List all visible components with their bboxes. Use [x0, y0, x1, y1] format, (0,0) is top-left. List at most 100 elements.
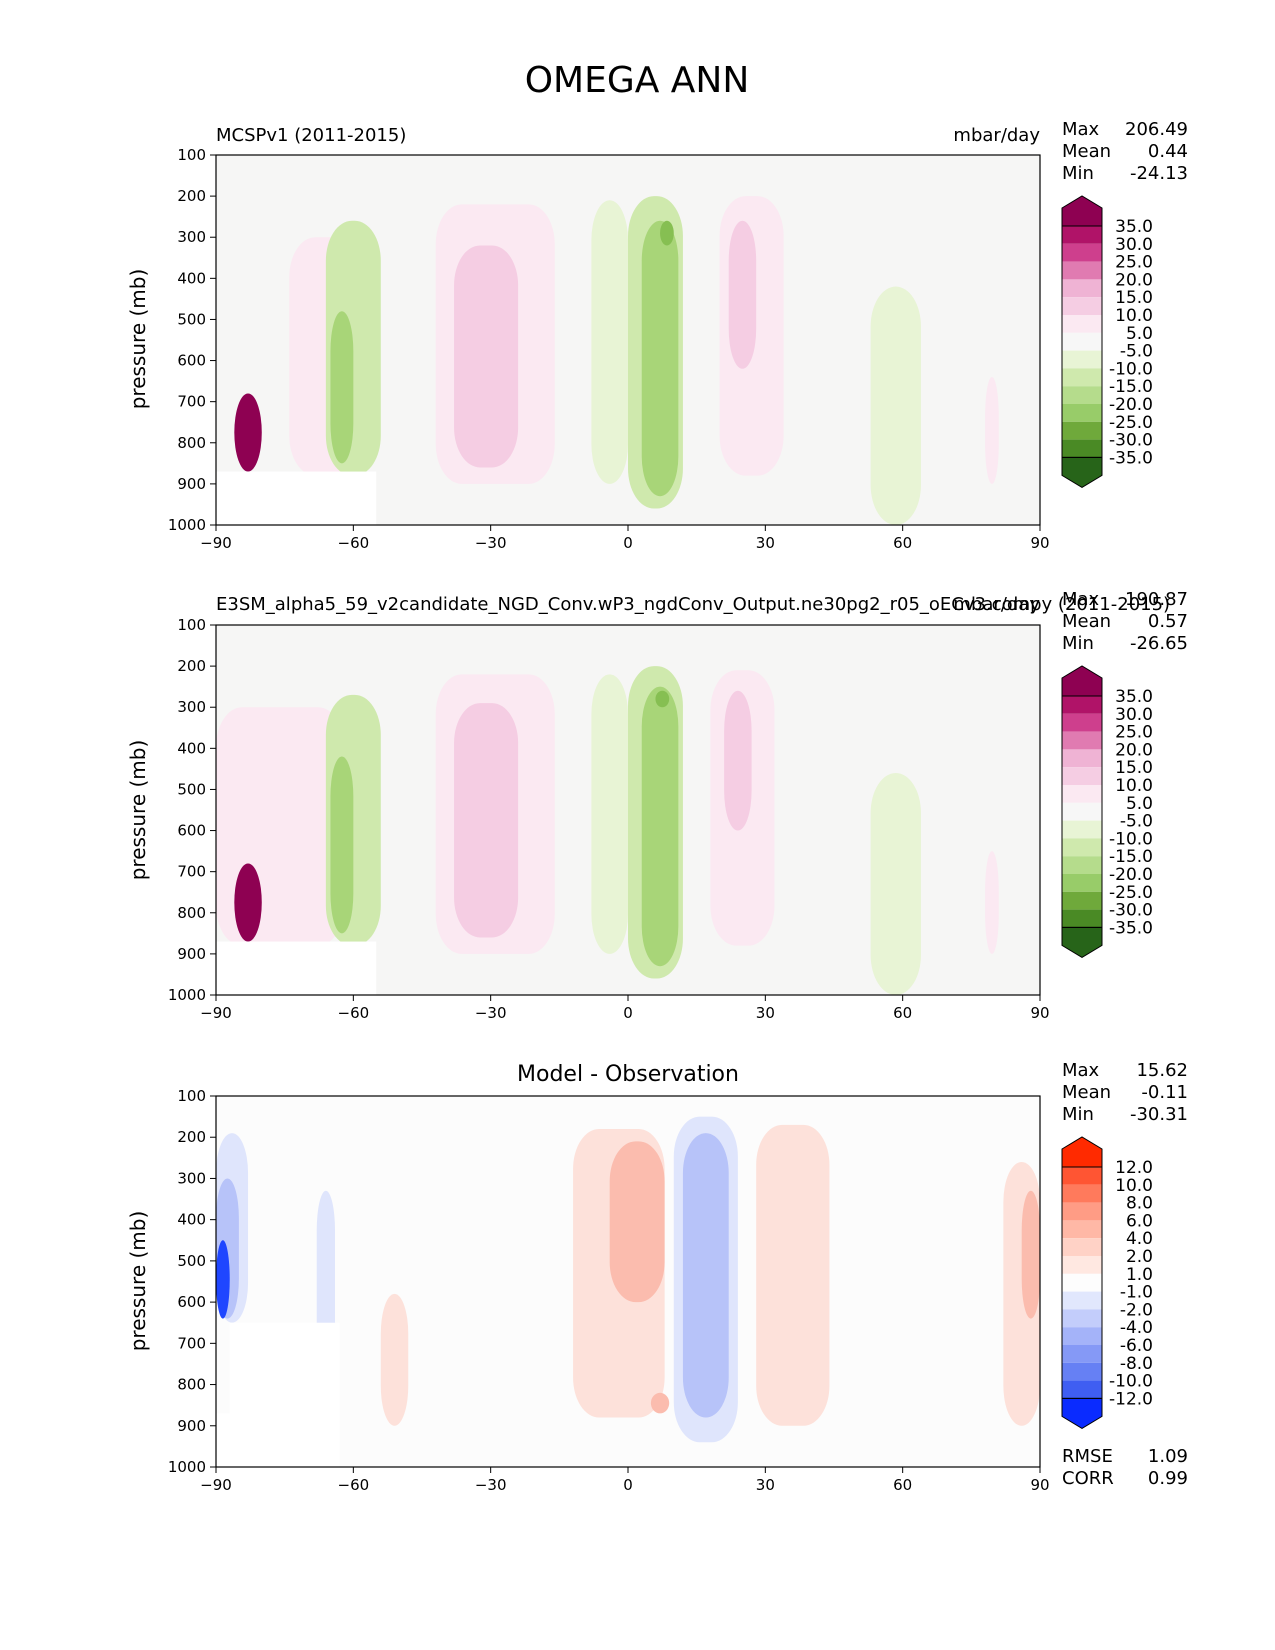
x-tick-label: 60: [893, 1004, 912, 1022]
stat-value: 190.87: [1125, 589, 1188, 610]
colorbar: 35.030.025.020.015.010.05.0-5.0-10.0-15.…: [1061, 665, 1153, 958]
y-tick-label: 600: [177, 822, 206, 840]
stat-label: Max: [1062, 1060, 1100, 1081]
y-tick-label: 100: [177, 146, 206, 164]
colorbar-segment: [1062, 297, 1102, 315]
y-tick-label: 700: [177, 863, 206, 881]
colorbar-segment: [1062, 1362, 1102, 1381]
contour-region: [454, 245, 519, 468]
colorbar-segment: [1062, 820, 1102, 839]
x-tick-label: 30: [756, 1476, 775, 1494]
x-tick-label: 0: [623, 1004, 633, 1022]
colorbar-segment: [1062, 1202, 1102, 1221]
contour-region: [682, 1133, 729, 1418]
colorbar-label: 12.0: [1115, 1158, 1153, 1178]
metric-label: RMSE: [1062, 1446, 1113, 1467]
colorbar-label: 4.0: [1126, 1229, 1153, 1249]
x-tick-label: −90: [200, 1476, 232, 1494]
colorbar-segment: [1062, 279, 1102, 298]
colorbar-outline: [1061, 1166, 1103, 1399]
stat-label: Mean: [1062, 141, 1111, 162]
colorbar-label: 8.0: [1126, 1194, 1153, 1214]
colorbar-label: -10.0: [1109, 359, 1153, 379]
y-tick-label: 700: [177, 393, 206, 411]
y-tick-label: 900: [177, 475, 206, 493]
colorbar-label: 2.0: [1126, 1247, 1153, 1267]
y-tick-label: 400: [177, 1211, 206, 1229]
colorbar-segment: [1062, 1291, 1102, 1310]
contour-fields: [216, 196, 999, 525]
stat-value: 0.57: [1148, 611, 1188, 632]
y-tick-label: 600: [177, 352, 206, 370]
colorbar-segment: [1062, 731, 1102, 750]
stat-value: 15.62: [1136, 1060, 1188, 1081]
y-tick-label: 1000: [168, 516, 206, 534]
colorbar-label: -4.0: [1120, 1318, 1153, 1338]
colorbar-label: 35.0: [1115, 687, 1153, 707]
contour-region: [724, 690, 752, 831]
stats-block: Max 15.62 Mean -0.11 Min -30.31: [1062, 1060, 1188, 1125]
colorbar-extend-min: [1061, 456, 1103, 488]
contour-region: [591, 200, 628, 484]
colorbar-segment: [1062, 1184, 1102, 1203]
panel-top: MCSPv1 (2011-2015) mbar/day pressure (mb…: [126, 119, 1188, 552]
y-tick-label: 800: [177, 1376, 206, 1394]
colorbar-outline: [1061, 225, 1103, 458]
metric-value: 0.99: [1148, 1468, 1188, 1489]
colorbar-label: -30.0: [1109, 901, 1153, 921]
colorbar-label: 5.0: [1126, 794, 1153, 814]
colorbar-extend-min: [1061, 1397, 1103, 1429]
stat-label: Mean: [1062, 1082, 1111, 1103]
colorbar-segment: [1062, 1273, 1102, 1292]
contour-region: [728, 220, 757, 369]
colorbar-segment: [1062, 421, 1102, 440]
colorbar-label: 30.0: [1115, 235, 1153, 255]
stat-label: Min: [1062, 1104, 1094, 1125]
colorbar-segment: [1062, 856, 1102, 874]
colorbar-segment: [1062, 1345, 1102, 1363]
colorbar-label: 6.0: [1126, 1211, 1153, 1231]
x-tick-label: 90: [1030, 1476, 1049, 1494]
colorbar-segment: [1062, 1256, 1102, 1274]
colorbar-segment: [1062, 838, 1102, 857]
contour-region: [591, 674, 628, 954]
contour-region: [234, 863, 262, 942]
x-tick-label: −30: [475, 1004, 507, 1022]
colorbar-segment: [1062, 243, 1102, 262]
y-tick-label: 700: [177, 1334, 206, 1352]
y-tick-label: 900: [177, 945, 206, 963]
x-tick-label: 0: [623, 534, 633, 552]
contour-region: [985, 851, 999, 954]
stat-label: Mean: [1062, 611, 1111, 632]
contour-region: [870, 773, 921, 995]
colorbar-label: 20.0: [1115, 270, 1153, 290]
contour-region: [609, 1141, 665, 1303]
y-tick-label: 500: [177, 780, 206, 798]
x-tick-label: 90: [1030, 534, 1049, 552]
colorbar-segment: [1062, 785, 1102, 803]
stat-value: -0.11: [1141, 1082, 1188, 1103]
diff-title: Model - Observation: [517, 1062, 739, 1087]
stat-value: 0.44: [1148, 141, 1188, 162]
contour-region: [330, 756, 354, 934]
contour-region: [641, 220, 679, 497]
plot-area: [216, 625, 1040, 995]
x-tick-label: 60: [893, 1476, 912, 1494]
x-tick-label: −30: [475, 1476, 507, 1494]
colorbar-segment: [1062, 439, 1102, 458]
stat-value: -30.31: [1130, 1104, 1188, 1125]
stat-label: Min: [1062, 163, 1094, 184]
colorbar-label: -20.0: [1109, 865, 1153, 885]
colorbar-segment: [1062, 315, 1102, 333]
colorbar-label: -10.0: [1109, 1372, 1153, 1392]
y-tick-label: 100: [177, 1087, 206, 1105]
colorbar-label: -12.0: [1109, 1389, 1153, 1409]
units-label: mbar/day: [953, 125, 1040, 146]
y-axis-label: pressure (mb): [126, 1211, 150, 1352]
contour-region: [1021, 1190, 1040, 1319]
contour-region: [380, 1293, 409, 1426]
colorbar-label: 5.0: [1126, 324, 1153, 344]
y-tick-label: 900: [177, 1417, 206, 1435]
contour-region: [234, 393, 262, 472]
